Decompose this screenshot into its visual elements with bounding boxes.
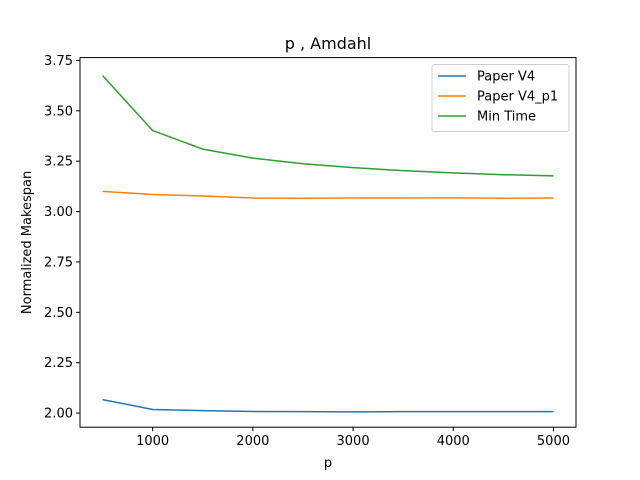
- legend-label: Paper V4_p1: [477, 90, 558, 105]
- legend: Paper V4 Paper V4_p1 Min Time: [431, 64, 570, 132]
- y-tick-label: 2.00: [44, 407, 73, 422]
- legend-label: Paper V4: [477, 70, 535, 85]
- y-axis-title: Normalized Makespan: [20, 171, 35, 314]
- legend-box: [431, 64, 570, 132]
- y-tick-label: 2.25: [44, 356, 73, 371]
- y-tick-label: 2.50: [44, 306, 73, 321]
- y-tick-label: 2.75: [44, 255, 73, 270]
- x-tick-label: 5000: [537, 434, 570, 449]
- y-tick-label: 3.00: [44, 205, 73, 220]
- legend-label: Min Time: [477, 110, 536, 125]
- x-tick-label: 4000: [437, 434, 470, 449]
- chart-title: p , Amdahl: [285, 34, 372, 53]
- series-layer: [101, 75, 554, 413]
- x-tick-label: 3000: [337, 434, 370, 449]
- y-tick-label: 3.75: [44, 54, 73, 69]
- series-line-paper-v4-p1: [102, 190, 554, 200]
- y-tick-label: 3.50: [44, 104, 73, 119]
- plot-frame: [79, 57, 577, 428]
- series-line-paper-v4: [102, 398, 554, 413]
- y-tick-label: 3.25: [44, 155, 73, 170]
- series-line-min-time: [101, 75, 554, 177]
- axis-layer: 1000 2000 3000 4000 5000 2.00 2.25 2.50 2.75 3.00…: [44, 54, 570, 449]
- x-tick-label: 1000: [136, 434, 169, 449]
- x-axis-title: p: [324, 456, 332, 471]
- x-tick-label: 2000: [236, 434, 269, 449]
